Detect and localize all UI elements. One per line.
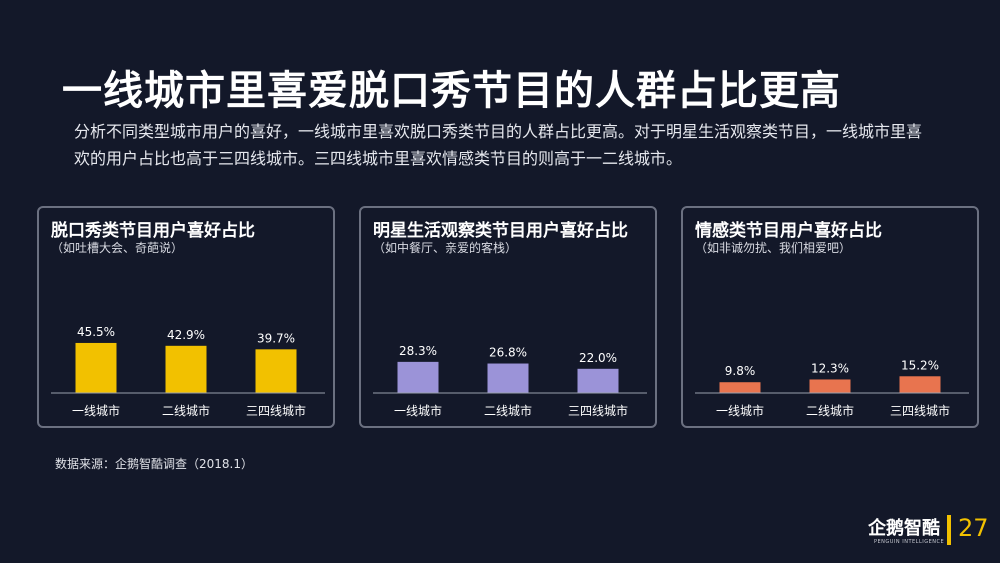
category-label-1: 二线城市 bbox=[806, 403, 854, 418]
category-label-1: 二线城市 bbox=[484, 403, 532, 418]
chart-subtitle: （如非诚勿扰、我们相爱吧） bbox=[695, 241, 852, 255]
bar-value-label-2: 15.2% bbox=[901, 358, 939, 372]
bar-0 bbox=[75, 342, 117, 393]
chart-svg-1: 28.3% 一线城市 26.8% 二线城市 22.0% 三四线城市 bbox=[373, 344, 647, 418]
bar-value-label-0: 45.5% bbox=[77, 325, 115, 339]
chart-svg-0: 45.5% 一线城市 42.9% 二线城市 39.7% 三四线城市 bbox=[51, 325, 325, 418]
category-label-1: 二线城市 bbox=[162, 403, 210, 418]
brand-logo: 企鹅智酷 PENGUIN INTELLIGENCE bbox=[864, 514, 945, 548]
chart-title: 情感类节目用户喜好占比 bbox=[695, 221, 882, 241]
chart-panel-celebrity: 28.3% 一线城市 26.8% 二线城市 22.0% 三四线城市 明星生活观察类节目用户… bbox=[359, 206, 657, 428]
bar-value-label-0: 28.3% bbox=[399, 344, 437, 358]
bar-1 bbox=[809, 379, 851, 393]
category-label-0: 一线城市 bbox=[394, 403, 442, 418]
category-label-0: 一线城市 bbox=[716, 403, 764, 418]
bar-value-label-1: 12.3% bbox=[811, 361, 849, 375]
category-label-2: 三四线城市 bbox=[890, 403, 950, 418]
bar-value-label-1: 42.9% bbox=[167, 328, 205, 342]
bar-1 bbox=[487, 363, 529, 393]
chart-svg-2: 9.8% 一线城市 12.3% 二线城市 15.2% 三四线城市 bbox=[695, 358, 969, 418]
bar-1 bbox=[165, 345, 207, 393]
category-label-0: 一线城市 bbox=[72, 403, 120, 418]
bar-value-label-1: 26.8% bbox=[489, 346, 527, 360]
page-subtitle: 分析不同类型城市用户的喜好，一线城市里喜欢脱口秀类节目的人群占比更高。对于明星生… bbox=[74, 122, 923, 168]
chart-subtitle: （如吐槽大会、奇葩说） bbox=[51, 241, 184, 255]
category-label-2: 三四线城市 bbox=[246, 403, 306, 418]
category-label-2: 三四线城市 bbox=[568, 403, 628, 418]
bar-value-label-2: 39.7% bbox=[257, 331, 295, 345]
bar-0 bbox=[719, 382, 761, 393]
chart-panel-talkshow: 45.5% 一线城市 42.9% 二线城市 39.7% 三四线城市 脱口秀类节目用户喜好占… bbox=[37, 206, 335, 428]
bar-2 bbox=[255, 349, 297, 393]
page-title: 一线城市里喜爱脱口秀节目的人群占比更高 bbox=[62, 68, 841, 114]
chart-subtitle: （如中餐厅、亲爱的客栈） bbox=[373, 241, 518, 255]
data-source: 数据来源：企鹅智酷调查（2018.1） bbox=[55, 457, 253, 471]
logo-subtext: PENGUIN INTELLIGENCE bbox=[874, 539, 945, 545]
bar-value-label-0: 9.8% bbox=[725, 364, 756, 378]
bar-0 bbox=[397, 361, 439, 393]
page-divider-bar bbox=[947, 515, 951, 545]
page-number: 27 bbox=[958, 514, 989, 542]
chart-title: 脱口秀类节目用户喜好占比 bbox=[51, 221, 255, 241]
chart-title: 明星生活观察类节目用户喜好占比 bbox=[373, 221, 628, 241]
bar-2 bbox=[577, 368, 619, 393]
bar-2 bbox=[899, 376, 941, 393]
bar-value-label-2: 22.0% bbox=[579, 351, 617, 365]
chart-panel-emotion: 9.8% 一线城市 12.3% 二线城市 15.2% 三四线城市 情感类节目用户喜好占比 … bbox=[681, 206, 979, 428]
logo-text: 企鹅智酷 bbox=[868, 518, 940, 539]
